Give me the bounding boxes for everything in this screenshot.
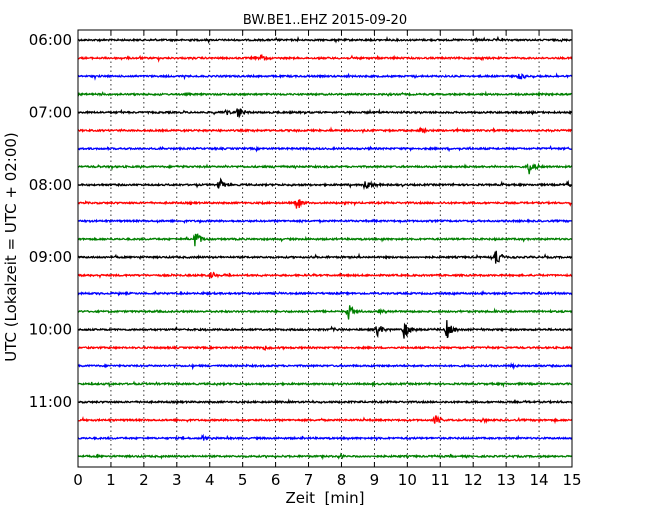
- x-tick-label: 12: [464, 471, 483, 489]
- trace-line-0630: [78, 74, 572, 79]
- x-tick-label: 15: [562, 471, 581, 489]
- x-tick-label: 9: [370, 471, 380, 489]
- trace-line-0830: [78, 220, 572, 223]
- trace-line-1000: [78, 320, 572, 338]
- x-tick-label: 3: [172, 471, 182, 489]
- trace-line-0845: [78, 234, 572, 246]
- x-tick-label: 6: [271, 471, 281, 489]
- trace-line-0745: [78, 164, 572, 174]
- y-tick-label: 09:00: [29, 248, 72, 266]
- y-tick-label: 11:00: [29, 393, 72, 411]
- x-tick-label: 4: [205, 471, 215, 489]
- y-tick-label: 08:00: [29, 176, 72, 194]
- x-tick-label: 2: [139, 471, 149, 489]
- y-tick-label: 10:00: [29, 321, 72, 339]
- trace-line-1015: [78, 346, 572, 350]
- y-tick-label: 06:00: [29, 31, 72, 49]
- trace-line-1045: [78, 382, 572, 386]
- x-tick-label: 5: [238, 471, 248, 489]
- trace-line-0700: [78, 108, 572, 116]
- trace-line-0900: [78, 251, 572, 264]
- trace-line-0715: [78, 129, 572, 133]
- x-tick-label: 8: [337, 471, 347, 489]
- trace-line-1030: [78, 364, 572, 368]
- trace-line-0645: [78, 93, 572, 96]
- trace-lines: [78, 38, 572, 458]
- trace-line-0815: [78, 199, 572, 208]
- trace-line-0945: [78, 305, 572, 319]
- x-tick-label: 0: [73, 471, 83, 489]
- trace-line-1145: [78, 454, 572, 458]
- x-tick-label: 1: [106, 471, 116, 489]
- trace-line-0615: [78, 55, 572, 61]
- x-axis-label: Zeit [min]: [285, 489, 364, 507]
- trace-line-0915: [78, 272, 572, 278]
- trace-line-0800: [78, 179, 572, 188]
- x-tick-label: 11: [431, 471, 450, 489]
- trace-line-0600: [78, 38, 572, 42]
- x-tick-label: 10: [398, 471, 417, 489]
- trace-line-1115: [78, 415, 572, 423]
- chart-title: BW.BE1..EHZ 2015-09-20: [243, 13, 407, 28]
- y-tick-labels: 06:00 07:00 08:00 09:00 10:00 11:00: [29, 31, 72, 411]
- y-axis-label: UTC (Lokalzeit = UTC + 02:00): [2, 132, 20, 362]
- trace-line-1130: [78, 436, 572, 441]
- x-tick-label: 13: [497, 471, 516, 489]
- y-tick-label: 07:00: [29, 103, 72, 121]
- x-tick-label: 14: [530, 471, 549, 489]
- trace-line-1100: [78, 400, 572, 403]
- trace-line-0930: [78, 292, 572, 295]
- trace-line-0730: [78, 147, 572, 151]
- x-tick-label: 7: [304, 471, 314, 489]
- x-tick-labels: 0 1 2 3 4 5 6 7 8 9 10 11 12 13 14 15: [73, 471, 581, 489]
